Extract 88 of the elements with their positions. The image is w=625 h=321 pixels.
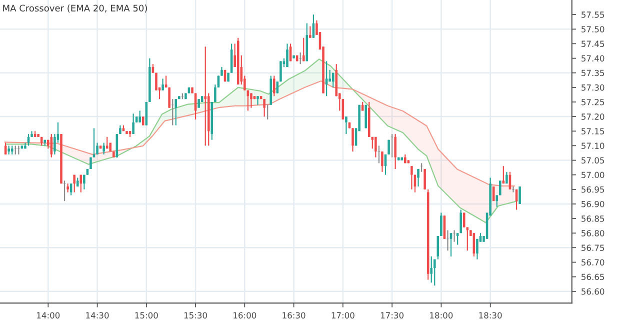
candlestick [171, 98, 174, 126]
candlestick [204, 46, 207, 146]
candlestick [302, 37, 305, 62]
candlestick [417, 168, 420, 188]
candlestick [512, 186, 514, 193]
candlestick [443, 215, 446, 240]
candlestick [388, 139, 390, 155]
candlestick [256, 96, 259, 106]
candlestick [63, 180, 66, 202]
candlestick [352, 128, 354, 152]
candlestick [250, 92, 252, 108]
y-tick-label: 57.45 [582, 40, 604, 47]
candlestick [381, 150, 384, 172]
y-tick-label: 56.85 [582, 216, 604, 222]
y-tick-label: 56.80 [582, 230, 604, 236]
candlestick [450, 232, 452, 257]
candlestick [496, 194, 498, 208]
candlestick [410, 166, 413, 190]
y-tick-label: 56.65 [582, 274, 604, 280]
x-tick-label: 16:30 [282, 312, 306, 318]
candlestick [466, 226, 469, 252]
candlestick [286, 43, 288, 68]
x-tick-label: 18:30 [479, 312, 502, 318]
candlestick [73, 174, 76, 193]
y-tick-label: 56.75 [582, 244, 604, 251]
candlestick [390, 133, 394, 158]
candlestick [462, 212, 466, 228]
candlestick [299, 52, 302, 65]
candlestick [145, 101, 148, 126]
candlestick [116, 133, 118, 158]
y-tick-label: 57.40 [582, 55, 604, 62]
candlestick [325, 60, 328, 97]
candlestick [168, 86, 170, 108]
candlestick [430, 256, 433, 284]
y-tick-label: 56.60 [582, 288, 604, 295]
candlestick [66, 183, 69, 193]
candlestick [518, 186, 521, 204]
candlestick [280, 60, 282, 82]
candlestick [440, 212, 442, 237]
candlestick [70, 183, 72, 196]
candlestick [460, 209, 462, 234]
candlestick [394, 133, 396, 170]
candlestick [309, 26, 312, 38]
y-tick-label: 57.50 [582, 26, 604, 32]
candlestick [263, 98, 266, 118]
candlestick [476, 238, 478, 260]
y-tick-label: 57.35 [582, 70, 604, 76]
candlestick [155, 72, 158, 91]
candlestick [266, 104, 269, 120]
candlestick [174, 98, 178, 126]
candlestick [132, 113, 134, 135]
candlestick [374, 136, 377, 158]
candlestick [27, 133, 30, 146]
x-tick-label: 16:00 [234, 312, 256, 318]
candlestick [4, 142, 7, 155]
candlestick [446, 230, 449, 252]
line-series [4, 80, 515, 186]
x-tick-label: 14:00 [37, 312, 60, 318]
candlestick [102, 142, 105, 155]
candlestick [453, 230, 456, 242]
chart-title: MA Crossover (EMA 20, EMA 50) [3, 4, 147, 13]
y-tick-label: 56.90 [582, 200, 604, 208]
x-tick-label: 17:00 [332, 312, 354, 318]
x-tick-label: 15:30 [184, 312, 207, 318]
y-tick-label: 57.00 [582, 172, 604, 178]
candlestick [345, 116, 348, 135]
candlestick [342, 98, 344, 120]
x-tick-label: 17:30 [380, 312, 404, 318]
candlestick [273, 75, 276, 97]
x-tick-label: 14:30 [86, 312, 109, 318]
candlestick [83, 174, 86, 190]
y-tick-label: 56.70 [582, 259, 604, 266]
candlestick [162, 78, 164, 91]
candlestick [424, 168, 426, 190]
y-tick-label: 57.25 [582, 98, 604, 106]
candlestick [499, 180, 502, 196]
candlestick [138, 110, 141, 123]
y-tick-label: 57.10 [582, 142, 604, 149]
x-tick-label: 15:00 [135, 312, 158, 318]
y-tick-label: 57.20 [582, 114, 604, 120]
y-tick-label: 57.30 [582, 84, 604, 91]
y-tick-label: 57.55 [582, 12, 604, 18]
y-tick-label: 56.95 [582, 186, 604, 193]
y-tick-label: 57.15 [582, 128, 604, 134]
y-tick-label: 57.05 [582, 157, 604, 164]
candlestick [214, 84, 216, 103]
x-tick-label: 18:00 [430, 312, 453, 318]
candlestick [433, 258, 436, 286]
